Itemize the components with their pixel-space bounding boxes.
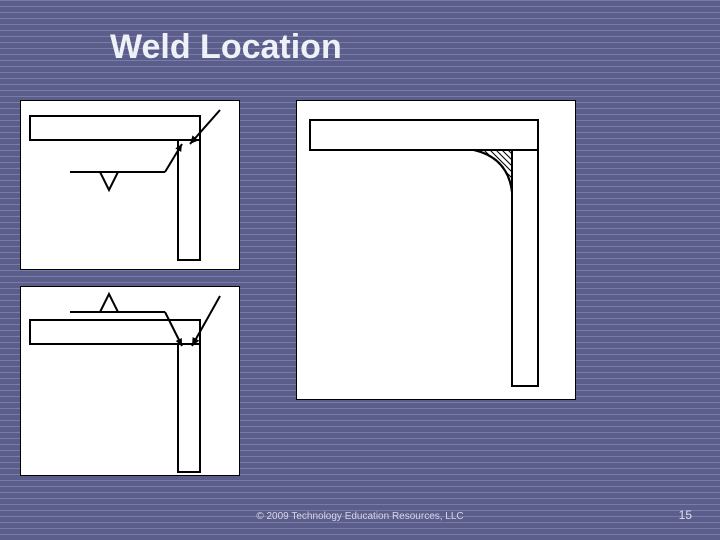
- diagram-left-top-svg: [20, 100, 240, 270]
- slide: Weld Location © 2009 Technology Educatio…: [0, 0, 720, 540]
- page-number: 15: [679, 508, 692, 522]
- diagram-right: [296, 100, 576, 400]
- diagram-left-bottom: [20, 286, 240, 476]
- diagram-left-top: [20, 100, 240, 270]
- diagram-left-bottom-svg: [20, 286, 240, 476]
- slide-title: Weld Location: [110, 28, 342, 67]
- copyright-text: © 2009 Technology Education Resources, L…: [256, 511, 463, 522]
- diagram-right-svg: [296, 100, 576, 400]
